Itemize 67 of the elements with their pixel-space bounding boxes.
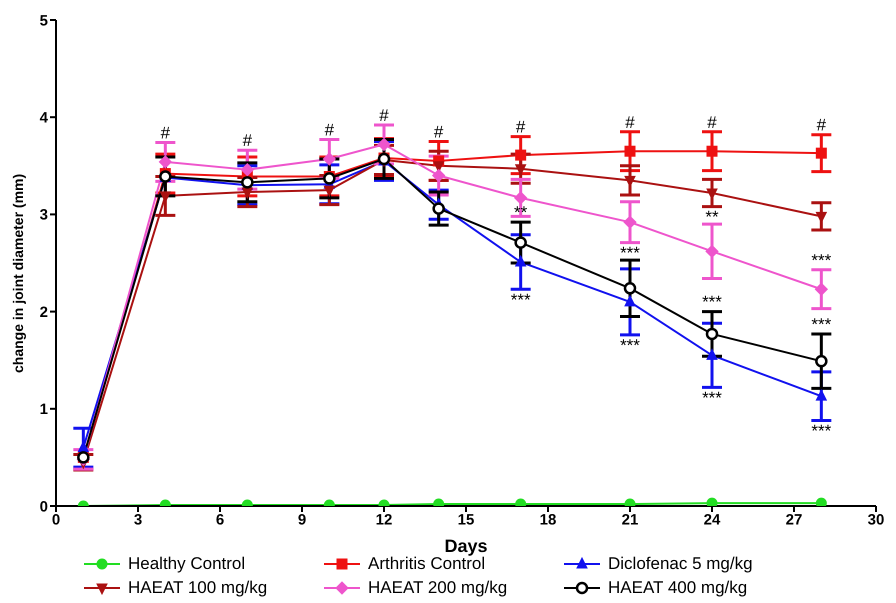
annotation: ***	[620, 244, 640, 263]
annotation: ***	[702, 388, 722, 408]
point	[514, 191, 528, 204]
y-tick-label: 5	[40, 12, 48, 30]
annotation: **	[705, 208, 719, 227]
point	[432, 169, 446, 182]
x-tick-label: 6	[216, 512, 224, 529]
point	[432, 202, 445, 215]
y-axis-title: change in joint diameter (mm)	[10, 174, 26, 373]
point	[624, 282, 636, 295]
x-tick-label: 9	[298, 512, 306, 529]
legend-label: HAEAT 400 mg/kg	[608, 578, 748, 598]
point	[242, 188, 253, 199]
annotation: #	[242, 131, 253, 150]
x-tick-label: 24	[704, 512, 721, 529]
x-tick-label: 27	[786, 512, 802, 529]
y-tick-label: 4	[40, 110, 49, 127]
point	[624, 146, 636, 157]
point	[706, 328, 718, 340]
y-tick-label: 2	[40, 304, 48, 321]
annotation: ***	[811, 314, 832, 334]
point	[324, 186, 335, 197]
point	[323, 172, 336, 185]
x-tick-label: 18	[540, 512, 556, 529]
y-tick-label: 1	[40, 401, 48, 418]
annotation: #	[324, 120, 335, 140]
x-tick-label: 15	[458, 512, 474, 529]
x-tick-label: 12	[376, 512, 392, 529]
point	[322, 152, 336, 166]
point	[624, 295, 636, 306]
annotation: ***	[620, 336, 640, 355]
x-tick-label: 30	[868, 512, 884, 529]
y-tick-label: 3	[40, 206, 48, 224]
point	[240, 163, 254, 176]
x-tick-label: 0	[52, 512, 60, 529]
annotation: #	[160, 123, 171, 142]
point	[624, 216, 636, 229]
point	[816, 390, 827, 401]
annotation: ***	[702, 292, 722, 312]
annotation: ***	[811, 250, 832, 270]
point	[814, 282, 828, 296]
y-tick-label: 0	[40, 498, 48, 516]
legend-label: Diclofenac 5 mg/kg	[608, 554, 753, 574]
annotation: #	[379, 106, 390, 125]
annotation: #	[707, 112, 718, 132]
annotation: #	[434, 122, 444, 142]
point	[815, 354, 828, 368]
point	[378, 138, 390, 151]
annotation: #	[625, 112, 636, 132]
legend-label: HAEAT 100 mg/kg	[128, 578, 268, 598]
x-tick-label: 21	[622, 512, 638, 529]
annotation: ***	[510, 290, 531, 310]
annotation: ***	[811, 422, 832, 441]
point	[706, 146, 718, 157]
x-axis-title: Days	[444, 536, 488, 556]
point	[158, 155, 172, 168]
point	[816, 148, 827, 159]
point	[706, 348, 718, 360]
annotation: #	[816, 116, 827, 135]
x-tick-label: 3	[134, 512, 142, 529]
point	[706, 244, 718, 258]
point	[515, 150, 526, 161]
point	[515, 256, 526, 267]
annotation: #	[516, 118, 526, 137]
point	[514, 236, 527, 249]
legend-label: HAEAT 200 mg/kg	[368, 578, 508, 598]
legend-label: Healthy Control	[128, 554, 246, 574]
